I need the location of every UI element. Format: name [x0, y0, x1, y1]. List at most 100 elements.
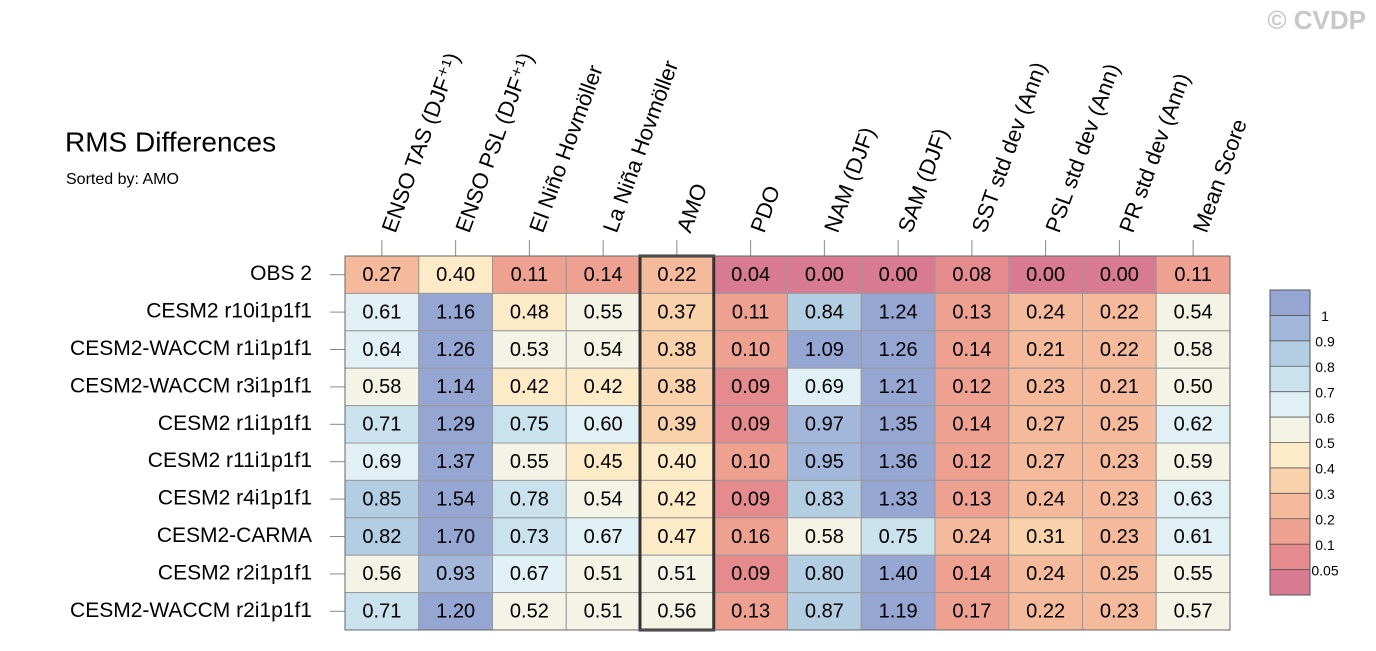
cell [860, 592, 936, 631]
cell [344, 592, 420, 631]
cell [639, 517, 715, 556]
cell-label: 0.09 [731, 376, 770, 398]
row-label: CESM2 r1i1p1f1 [158, 412, 312, 435]
column-label: PR std dev (Ann) [1114, 70, 1195, 236]
cell-label: 0.53 [510, 339, 549, 361]
cell-label: 0.13 [731, 601, 770, 623]
cell-label: 0.12 [952, 376, 991, 398]
cell-label: 0.97 [805, 414, 844, 436]
cell-label: 0.40 [657, 451, 696, 473]
colorbar-box [1270, 544, 1310, 570]
column-label: PDO [745, 182, 785, 235]
cell-label: 1.21 [879, 376, 918, 398]
cell [418, 405, 493, 444]
cell [787, 592, 862, 631]
chart-subtitle: Sorted by: AMO [66, 171, 179, 188]
colorbar-label: 0.6 [1315, 410, 1335, 426]
cell [1008, 592, 1083, 631]
cell [1155, 592, 1231, 631]
cell [787, 330, 862, 369]
cell [713, 292, 788, 332]
cell-label: 0.50 [1174, 376, 1213, 398]
cell-label: 0.14 [952, 414, 991, 436]
cell [565, 592, 641, 631]
cell [1008, 479, 1083, 519]
cell-label: 0.08 [952, 264, 991, 286]
cell-label: 0.11 [732, 301, 769, 323]
column-label: AMO [672, 180, 713, 236]
cell-label: 0.64 [362, 339, 401, 361]
cell [492, 592, 567, 631]
cell-label: 1.54 [436, 488, 475, 510]
cell-label: 0.27 [362, 264, 401, 286]
cell-label: 0.56 [657, 601, 696, 623]
cell [1155, 479, 1231, 519]
cell-label: 0.38 [657, 339, 696, 361]
cell [344, 517, 420, 556]
cell-label: 0.14 [584, 264, 623, 286]
cell-label: 0.39 [657, 414, 696, 436]
cell [1082, 367, 1157, 407]
cell-label: 1.40 [879, 563, 918, 585]
cell-label: 0.38 [657, 376, 696, 398]
cell-label: 0.23 [1100, 601, 1139, 623]
cell-label: 0.93 [436, 563, 475, 585]
cell-label: 0.00 [879, 264, 918, 286]
cell-label: 0.69 [362, 451, 401, 473]
cell [787, 554, 862, 594]
cell-label: 0.09 [731, 563, 770, 585]
cell-label: 0.24 [1026, 488, 1065, 510]
cell-label: 0.11 [1174, 264, 1211, 286]
colorbar-label: 0.05 [1311, 562, 1338, 578]
colorbar-box [1270, 417, 1310, 443]
cell-label: 0.57 [1174, 601, 1213, 623]
column-label: SST std dev (Ann) [967, 59, 1052, 236]
cell-label: 0.21 [1100, 376, 1139, 398]
cell [418, 517, 493, 556]
cell-label: 0.58 [1174, 339, 1213, 361]
cell [787, 517, 862, 556]
colorbar-label: 0.2 [1315, 511, 1335, 527]
colorbar-border [1269, 289, 1311, 596]
colorbar-box [1270, 467, 1310, 494]
cell [1082, 479, 1157, 519]
cell [639, 367, 715, 407]
cell-label: 0.42 [584, 376, 623, 398]
cell-label: 1.14 [436, 376, 475, 398]
cell [1155, 367, 1231, 407]
cell-label: 0.61 [1174, 526, 1213, 548]
cell [418, 330, 493, 369]
cell [344, 330, 420, 369]
cell [1155, 442, 1231, 481]
colorbar-label: 0.9 [1315, 334, 1335, 350]
colorbar-label: 0.1 [1315, 537, 1335, 553]
cell-label: 1.35 [879, 414, 918, 436]
column-label: PSL std dev (Ann) [1040, 60, 1124, 236]
cell [934, 592, 1010, 631]
cell [418, 554, 493, 594]
cell [492, 367, 567, 407]
cell-label: 0.00 [805, 264, 844, 286]
cell-label: 0.51 [657, 563, 696, 585]
cell-label: 0.85 [362, 488, 401, 510]
cell-label: 1.16 [436, 301, 475, 323]
cell-label: 0.13 [952, 301, 991, 323]
cell [860, 442, 936, 481]
cell-label: 0.80 [805, 563, 844, 585]
cell [639, 554, 715, 594]
cell [418, 592, 493, 631]
cell [934, 479, 1010, 519]
cell-label: 0.10 [731, 451, 770, 473]
cell [787, 479, 862, 519]
cell [492, 554, 567, 594]
colorbar-box [1270, 493, 1310, 519]
cell [418, 442, 493, 481]
cell-label: 0.23 [1100, 451, 1139, 473]
cell [1008, 292, 1083, 332]
row-label: OBS 2 [250, 262, 312, 285]
cell [1082, 517, 1157, 556]
cell-label: 0.52 [510, 601, 549, 623]
cell-label: 0.23 [1026, 376, 1065, 398]
cell [344, 554, 420, 594]
colorbar-box [1270, 290, 1310, 316]
